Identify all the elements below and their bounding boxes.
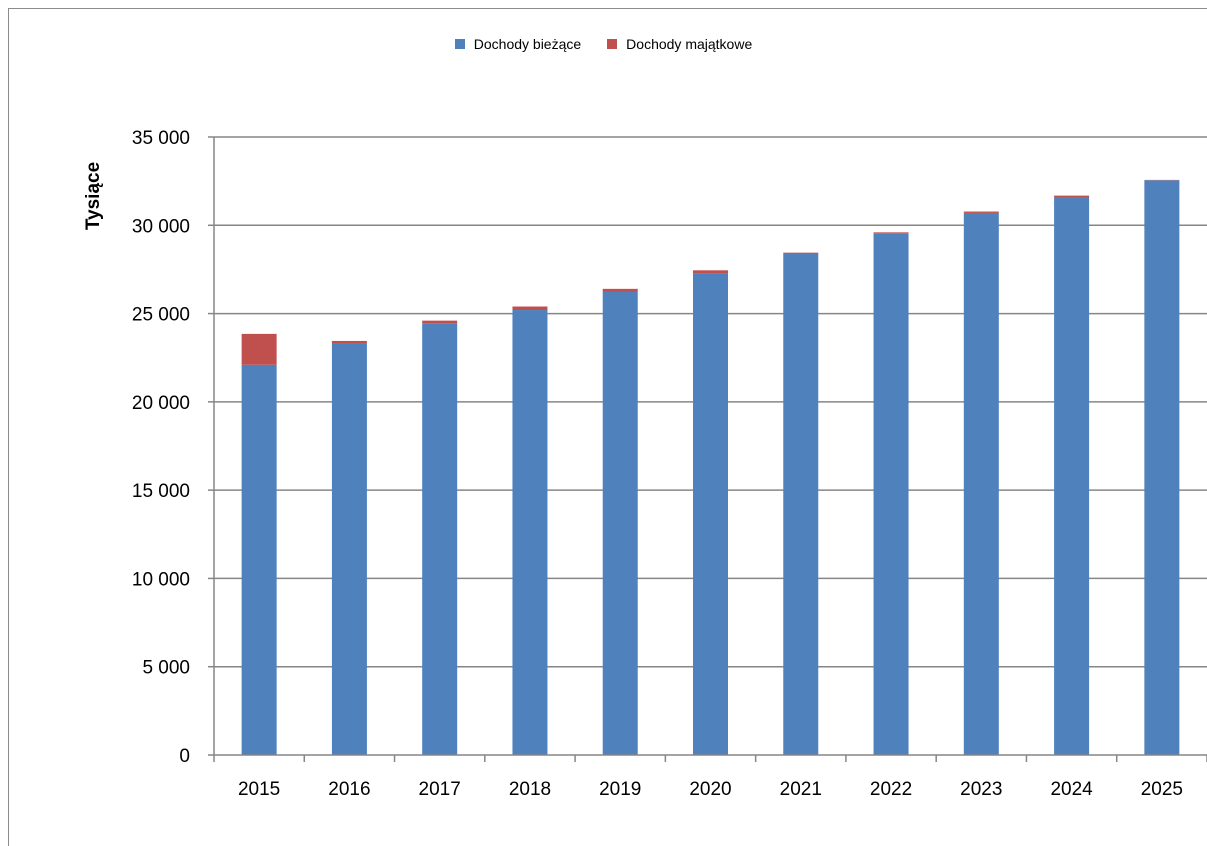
- y-tick-label: 0: [179, 746, 190, 767]
- x-tick-label: 2023: [960, 779, 1002, 800]
- bar-dochody-biezace-2025: [1144, 180, 1180, 755]
- legend-label-dochody-majatkowe: Dochody majątkowe: [626, 36, 753, 52]
- y-tick-label: 5 000: [142, 658, 190, 679]
- bar-dochody-majatkowe-2016: [331, 340, 367, 344]
- bar-dochody-biezace-2016: [331, 343, 367, 755]
- bar-dochody-biezace-2018: [512, 310, 548, 755]
- legend-item-dochody-biezace: Dochody bieżące: [454, 36, 582, 52]
- bar-dochody-majatkowe-2015: [241, 333, 277, 365]
- bar-dochody-biezace-2020: [693, 273, 728, 755]
- x-tick-label: 2018: [509, 779, 551, 800]
- y-tick-label: 25 000: [132, 305, 190, 326]
- x-tick-label: 2022: [870, 779, 912, 800]
- y-tick-label: 35 000: [132, 128, 190, 149]
- bar-dochody-majatkowe-2022: [873, 232, 909, 234]
- bar-dochody-majatkowe-2024: [1054, 195, 1090, 198]
- bar-dochody-biezace-2022: [873, 233, 909, 755]
- y-axis-title: Tysiące: [83, 162, 104, 230]
- legend-swatch-dochody-biezace: [454, 39, 465, 49]
- bar-dochody-biezace-2019: [602, 291, 638, 755]
- bar-dochody-majatkowe-2021: [783, 252, 819, 254]
- x-tick-label: 2020: [689, 779, 731, 800]
- x-tick-label: 2016: [328, 779, 370, 800]
- y-tick-label: 20 000: [132, 393, 190, 414]
- y-tick-label: 10 000: [132, 569, 190, 590]
- bar-dochody-biezace-2021: [783, 253, 819, 755]
- bar-dochody-biezace-2015: [241, 364, 277, 755]
- bar-dochody-biezace-2023: [963, 212, 999, 755]
- bars: [241, 179, 1180, 755]
- bar-dochody-majatkowe-2018: [512, 306, 548, 311]
- bar-dochody-majatkowe-2020: [693, 270, 728, 274]
- x-tick-label: 2015: [238, 779, 280, 800]
- x-tick-label: 2019: [599, 779, 641, 800]
- y-tick-label: 15 000: [132, 481, 190, 502]
- legend-item-dochody-majatkowe: Dochody majątkowe: [607, 36, 752, 52]
- y-tick-label: 30 000: [132, 216, 190, 237]
- bar-dochody-majatkowe-2023: [963, 211, 999, 213]
- x-tick-label: 2025: [1141, 779, 1183, 800]
- axes: 0 5 000 10 000 15 000 20 000 25 000 30 000 35 0…: [132, 128, 1207, 800]
- x-tick-label: 2017: [419, 779, 461, 800]
- bar-dochody-biezace-2017: [422, 323, 458, 755]
- legend-label-dochody-biezace: Dochody bieżące: [473, 36, 582, 52]
- x-tick-label: 2024: [1050, 779, 1093, 800]
- legend-swatch-dochody-majatkowe: [607, 39, 618, 49]
- legend: Dochody bieżące Dochody majątkowe: [0, 36, 1207, 52]
- bar-dochody-majatkowe-2019: [602, 288, 638, 292]
- bar-dochody-biezace-2024: [1054, 197, 1090, 755]
- x-tick-label: 2021: [780, 779, 822, 800]
- bar-dochody-majatkowe-2017: [422, 320, 458, 324]
